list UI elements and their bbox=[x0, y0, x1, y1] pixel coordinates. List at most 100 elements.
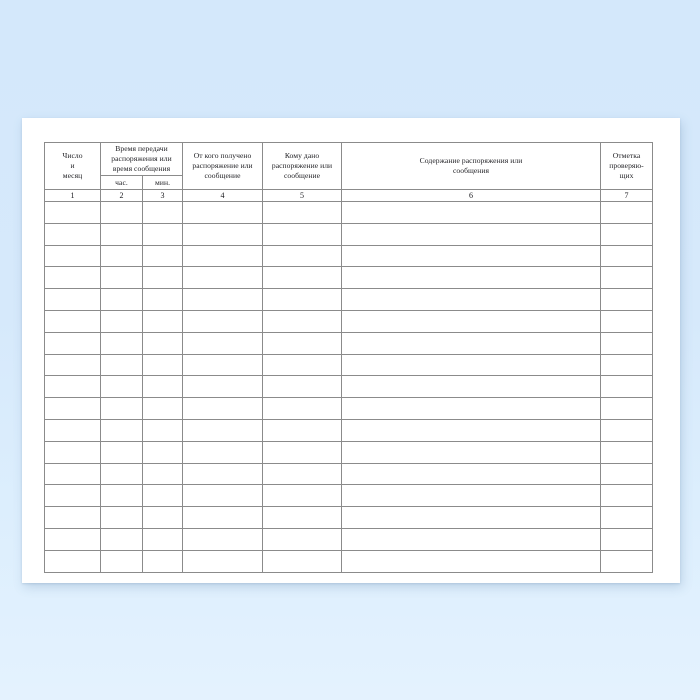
table-cell[interactable] bbox=[141, 331, 184, 355]
table-cell[interactable] bbox=[141, 222, 184, 246]
table-cell[interactable] bbox=[100, 309, 143, 333]
table-cell[interactable] bbox=[141, 244, 184, 268]
table-cell[interactable] bbox=[262, 418, 343, 442]
table-cell[interactable] bbox=[262, 353, 343, 377]
table-cell[interactable] bbox=[141, 201, 184, 224]
table-row[interactable] bbox=[44, 375, 654, 399]
table-cell[interactable] bbox=[44, 266, 101, 290]
table-cell[interactable] bbox=[44, 331, 101, 355]
table-cell[interactable] bbox=[341, 397, 602, 420]
table-cell[interactable] bbox=[100, 397, 143, 420]
table-cell[interactable] bbox=[44, 549, 101, 573]
table-cell[interactable] bbox=[100, 353, 143, 377]
table-cell[interactable] bbox=[44, 527, 101, 551]
table-cell[interactable] bbox=[262, 506, 343, 529]
table-cell[interactable] bbox=[141, 418, 184, 442]
table-row[interactable] bbox=[44, 201, 654, 224]
table-cell[interactable] bbox=[600, 549, 654, 573]
table-row[interactable] bbox=[44, 353, 654, 377]
table-cell[interactable] bbox=[44, 244, 101, 268]
table-row[interactable] bbox=[44, 549, 654, 573]
table-cell[interactable] bbox=[262, 549, 343, 573]
table-cell[interactable] bbox=[141, 549, 184, 573]
table-cell[interactable] bbox=[182, 397, 264, 420]
table-cell[interactable] bbox=[600, 462, 654, 486]
table-cell[interactable] bbox=[182, 484, 264, 508]
table-cell[interactable] bbox=[141, 397, 184, 420]
table-cell[interactable] bbox=[100, 201, 143, 224]
table-cell[interactable] bbox=[262, 331, 343, 355]
table-row[interactable] bbox=[44, 309, 654, 333]
table-cell[interactable] bbox=[141, 309, 184, 333]
table-cell[interactable] bbox=[341, 222, 602, 246]
table-cell[interactable] bbox=[182, 309, 264, 333]
table-cell[interactable] bbox=[44, 375, 101, 399]
table-cell[interactable] bbox=[262, 397, 343, 420]
table-row[interactable] bbox=[44, 266, 654, 290]
table-cell[interactable] bbox=[341, 549, 602, 573]
table-cell[interactable] bbox=[600, 266, 654, 290]
table-cell[interactable] bbox=[44, 506, 101, 529]
table-cell[interactable] bbox=[341, 331, 602, 355]
table-cell[interactable] bbox=[262, 440, 343, 464]
table-cell[interactable] bbox=[341, 288, 602, 311]
table-cell[interactable] bbox=[141, 288, 184, 311]
table-cell[interactable] bbox=[44, 484, 101, 508]
table-row[interactable] bbox=[44, 244, 654, 268]
table-cell[interactable] bbox=[600, 244, 654, 268]
table-cell[interactable] bbox=[100, 418, 143, 442]
table-cell[interactable] bbox=[341, 440, 602, 464]
table-cell[interactable] bbox=[141, 506, 184, 529]
table-cell[interactable] bbox=[341, 244, 602, 268]
table-cell[interactable] bbox=[262, 222, 343, 246]
table-cell[interactable] bbox=[141, 266, 184, 290]
table-cell[interactable] bbox=[262, 462, 343, 486]
table-cell[interactable] bbox=[341, 527, 602, 551]
table-cell[interactable] bbox=[600, 222, 654, 246]
table-cell[interactable] bbox=[141, 440, 184, 464]
table-cell[interactable] bbox=[341, 375, 602, 399]
table-row[interactable] bbox=[44, 527, 654, 551]
table-cell[interactable] bbox=[341, 506, 602, 529]
table-cell[interactable] bbox=[341, 353, 602, 377]
table-cell[interactable] bbox=[100, 222, 143, 246]
table-cell[interactable] bbox=[600, 397, 654, 420]
table-cell[interactable] bbox=[100, 440, 143, 464]
table-row[interactable] bbox=[44, 506, 654, 529]
table-cell[interactable] bbox=[262, 266, 343, 290]
table-row[interactable] bbox=[44, 418, 654, 442]
table-cell[interactable] bbox=[100, 549, 143, 573]
table-row[interactable] bbox=[44, 440, 654, 464]
table-cell[interactable] bbox=[182, 527, 264, 551]
table-cell[interactable] bbox=[182, 375, 264, 399]
table-row[interactable] bbox=[44, 397, 654, 420]
table-cell[interactable] bbox=[341, 266, 602, 290]
table-cell[interactable] bbox=[262, 375, 343, 399]
table-cell[interactable] bbox=[262, 484, 343, 508]
table-cell[interactable] bbox=[341, 309, 602, 333]
table-cell[interactable] bbox=[600, 288, 654, 311]
table-cell[interactable] bbox=[141, 484, 184, 508]
table-cell[interactable] bbox=[182, 353, 264, 377]
table-cell[interactable] bbox=[182, 462, 264, 486]
table-cell[interactable] bbox=[341, 201, 602, 224]
table-cell[interactable] bbox=[600, 440, 654, 464]
table-row[interactable] bbox=[44, 331, 654, 355]
table-cell[interactable] bbox=[600, 353, 654, 377]
table-cell[interactable] bbox=[600, 375, 654, 399]
table-cell[interactable] bbox=[141, 353, 184, 377]
table-cell[interactable] bbox=[44, 353, 101, 377]
table-cell[interactable] bbox=[100, 331, 143, 355]
table-cell[interactable] bbox=[600, 506, 654, 529]
table-cell[interactable] bbox=[600, 201, 654, 224]
table-cell[interactable] bbox=[44, 222, 101, 246]
table-cell[interactable] bbox=[262, 201, 343, 224]
table-cell[interactable] bbox=[182, 222, 264, 246]
table-cell[interactable] bbox=[182, 549, 264, 573]
table-cell[interactable] bbox=[100, 527, 143, 551]
table-cell[interactable] bbox=[141, 462, 184, 486]
table-cell[interactable] bbox=[182, 440, 264, 464]
table-cell[interactable] bbox=[182, 266, 264, 290]
table-row[interactable] bbox=[44, 462, 654, 486]
table-cell[interactable] bbox=[341, 484, 602, 508]
